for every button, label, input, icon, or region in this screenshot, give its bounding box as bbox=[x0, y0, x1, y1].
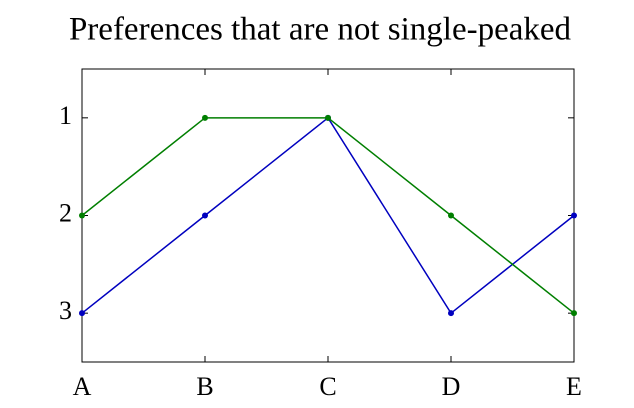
point bbox=[448, 310, 454, 317]
point bbox=[571, 310, 577, 317]
point bbox=[202, 212, 208, 219]
x-tick-label: D bbox=[442, 372, 461, 401]
point bbox=[79, 310, 85, 317]
x-tick-label: B bbox=[196, 372, 213, 401]
x-tick-label: A bbox=[73, 372, 92, 401]
point bbox=[448, 212, 454, 219]
y-tick-label: 2 bbox=[59, 198, 72, 227]
point bbox=[202, 114, 208, 121]
chart-title: Preferences that are not single-peaked bbox=[69, 12, 572, 48]
point bbox=[571, 212, 577, 219]
y-tick-label: 3 bbox=[59, 296, 72, 325]
x-tick-label: C bbox=[319, 372, 336, 401]
point bbox=[79, 212, 85, 219]
x-tick-label: E bbox=[566, 372, 582, 401]
point bbox=[325, 114, 331, 121]
y-tick-label: 1 bbox=[59, 101, 72, 130]
